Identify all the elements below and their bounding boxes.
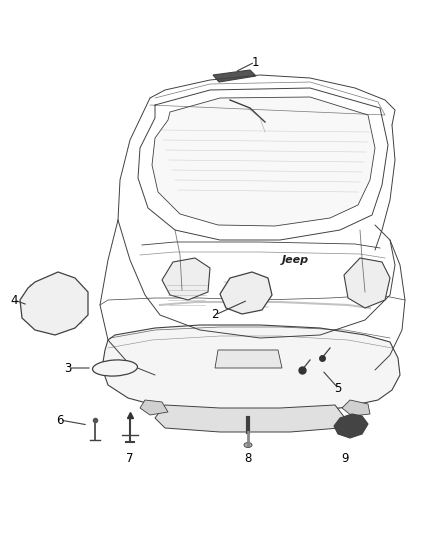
Polygon shape <box>344 258 390 308</box>
Text: 8: 8 <box>244 451 252 464</box>
Text: 7: 7 <box>126 451 134 464</box>
Polygon shape <box>220 272 272 314</box>
Polygon shape <box>342 400 370 416</box>
Polygon shape <box>215 350 282 368</box>
Ellipse shape <box>244 416 252 421</box>
Text: 5: 5 <box>334 382 342 394</box>
Ellipse shape <box>92 360 138 376</box>
Polygon shape <box>213 70 256 82</box>
Polygon shape <box>140 400 168 415</box>
Polygon shape <box>152 97 375 226</box>
Text: 1: 1 <box>251 55 259 69</box>
Text: Jeep: Jeep <box>282 255 308 265</box>
Polygon shape <box>20 272 88 335</box>
Polygon shape <box>162 258 210 300</box>
Text: 4: 4 <box>10 294 18 306</box>
Ellipse shape <box>244 442 252 448</box>
Text: 2: 2 <box>211 309 219 321</box>
Polygon shape <box>102 325 400 412</box>
Polygon shape <box>334 414 368 438</box>
Polygon shape <box>155 405 345 432</box>
Text: 3: 3 <box>64 361 72 375</box>
Text: 6: 6 <box>56 414 64 426</box>
Text: 9: 9 <box>341 451 349 464</box>
